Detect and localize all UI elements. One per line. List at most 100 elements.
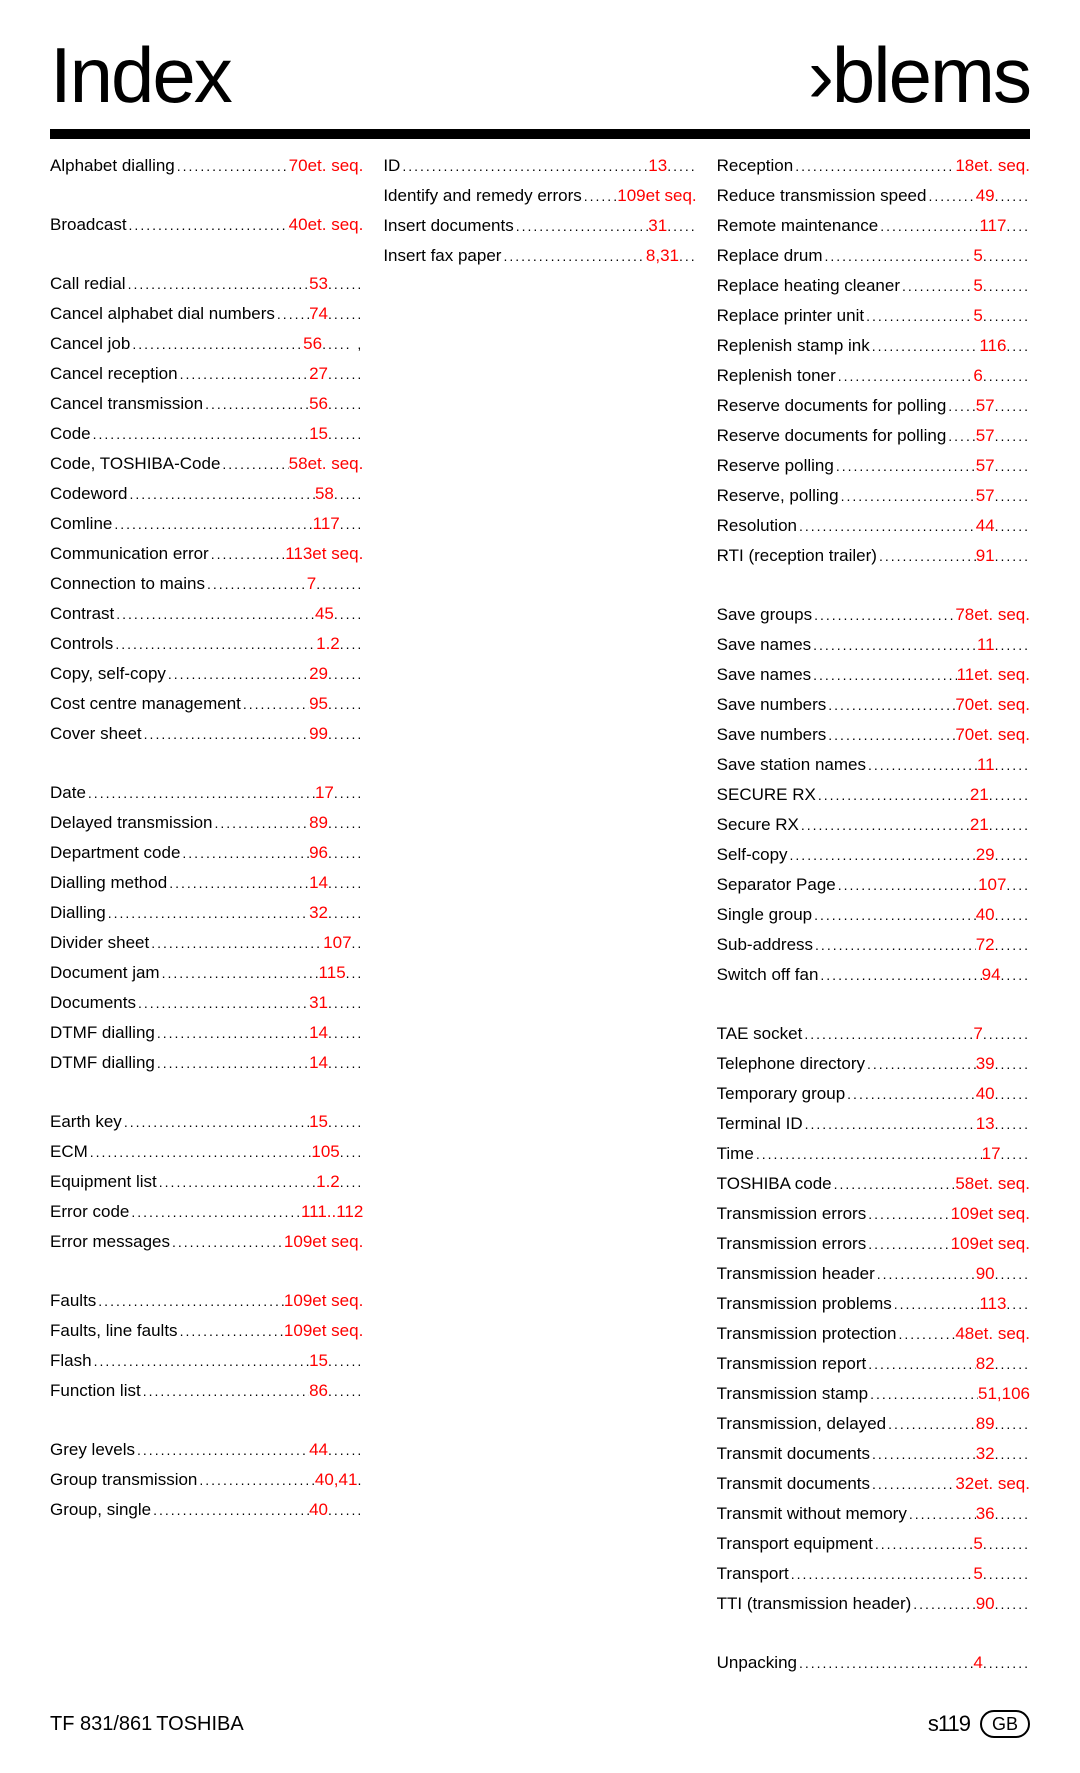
index-entry: Comline 117.... [50, 509, 363, 539]
index-entry: Transmission protection 48et. seq. [717, 1319, 1030, 1349]
index-entry: Time 17..... [717, 1139, 1030, 1169]
leader-dots [160, 958, 319, 988]
index-entry: Code, TOSHIBA-Code 58et. seq. [50, 449, 363, 479]
index-entry: SECURE RX 21....... [717, 780, 1030, 810]
trailing-dots: .... [340, 1138, 364, 1167]
entry-label: Equipment list [50, 1167, 157, 1196]
index-entry: Document jam 115... [50, 958, 363, 988]
entry-label: Transmit documents [717, 1469, 870, 1498]
entry-page: 7 [973, 1019, 982, 1048]
column-3: Reception 18et. seq.Reduce transmission … [717, 151, 1030, 1678]
leader-dots [875, 1259, 976, 1289]
index-entry: Save numbers 70et. seq. [717, 690, 1030, 720]
entry-label: Divider sheet [50, 928, 149, 957]
entry-page: 5 [973, 1529, 982, 1558]
entry-label: Terminal ID [717, 1109, 803, 1138]
leader-dots [149, 928, 323, 958]
entry-label: Secure RX [717, 810, 799, 839]
entry-page: 95 [309, 689, 328, 718]
spacer [50, 1078, 363, 1107]
entry-label: Transmission problems [717, 1289, 892, 1318]
leader-dots [892, 1289, 980, 1319]
entry-page: 7 [307, 569, 316, 598]
entry-page: 48et. seq. [955, 1319, 1030, 1348]
footer-left: TF 831/861 TOSHIBA [50, 1713, 244, 1736]
entry-page: 5 [973, 271, 982, 300]
trailing-dots: ........ [983, 362, 1030, 391]
trailing-dots: ...... [328, 1347, 363, 1376]
index-entry: Communication error 113et seq. [50, 539, 363, 569]
index-entry: Cover sheet 99...... [50, 719, 363, 749]
leader-dots [911, 1589, 975, 1619]
leader-dots [870, 331, 980, 361]
leader-dots [877, 541, 976, 571]
entry-page: 109et seq. [284, 1316, 363, 1345]
entry-page: 53 [309, 269, 328, 298]
trailing-dots: ....... [989, 781, 1030, 810]
index-entry: Separator Page 107.... [717, 870, 1030, 900]
entry-page: 17 [315, 778, 334, 807]
index-entry: Connection to mains 7........ [50, 569, 363, 599]
entry-label: Save numbers [717, 720, 827, 749]
entry-page: 94 [982, 960, 1001, 989]
leader-dots [866, 1229, 950, 1259]
index-entry: Transport 5........ [717, 1559, 1030, 1589]
entry-label: Save groups [717, 600, 812, 629]
footer-model: TF 831/861 [50, 1713, 152, 1736]
leader-dots [197, 1465, 315, 1495]
entry-page: 72 [976, 930, 995, 959]
entry-page: 40 [976, 900, 995, 929]
trailing-dots: ... [679, 242, 697, 271]
entry-page: 91 [976, 541, 995, 570]
index-entry: Transmit documents 32et. seq. [717, 1469, 1030, 1499]
index-entry: Transmission problems 113.... [717, 1289, 1030, 1319]
trailing-dots: ...... [328, 989, 363, 1018]
entry-label: Separator Page [717, 870, 836, 899]
index-entry: Transmission errors 109et seq. [717, 1229, 1030, 1259]
entry-label: Save numbers [717, 690, 827, 719]
trailing-dots: ...... [995, 751, 1030, 780]
leader-dots [845, 1079, 976, 1109]
leader-dots [873, 1529, 974, 1559]
index-entry: Cost centre management 95...... [50, 689, 363, 719]
entry-label: Transmission, delayed [717, 1409, 886, 1438]
spacer [717, 990, 1030, 1019]
leader-dots [870, 1439, 976, 1469]
leader-dots [170, 1227, 284, 1257]
entry-label: Temporary group [717, 1079, 846, 1108]
entry-page: 74 [309, 299, 328, 328]
leader-dots [96, 1286, 284, 1316]
leader-dots [754, 1139, 982, 1169]
entry-label: Call redial [50, 269, 126, 298]
entry-page: 117 [979, 211, 1006, 240]
entry-label: ID [383, 151, 400, 180]
entry-label: Switch off fan [717, 960, 819, 989]
entry-page: 89 [976, 1409, 995, 1438]
trailing-dots: ..... [667, 152, 696, 181]
trailing-dots: .... [1006, 1290, 1030, 1319]
trailing-dots: ...... [995, 422, 1030, 451]
leader-dots [205, 569, 307, 599]
index-entry: Save names 11et. seq. [717, 660, 1030, 690]
trailing-dots: ........ [983, 242, 1030, 271]
entry-label: Replace heating cleaner [717, 271, 900, 300]
entry-page: 15 [309, 1107, 328, 1136]
entry-page: 45 [315, 599, 334, 628]
leader-dots [812, 900, 976, 930]
trailing-dots: ...... [995, 1440, 1030, 1469]
leader-dots [865, 1049, 976, 1079]
leader-dots [241, 689, 309, 719]
trailing-dots: ........ [983, 272, 1030, 301]
entry-page: 4 [973, 1648, 982, 1677]
leader-dots [155, 1018, 309, 1048]
leader-dots [836, 870, 978, 900]
leader-dots [811, 660, 956, 690]
entry-label: Date [50, 778, 86, 807]
entry-label: Group transmission [50, 1465, 197, 1494]
entry-page: 11et. seq. [957, 660, 1030, 689]
entry-page: 90 [976, 1589, 995, 1618]
index-entry: Transmission errors 109et seq. [717, 1199, 1030, 1229]
entry-page: 58et. seq. [289, 449, 364, 478]
entry-label: TOSHIBA code [717, 1169, 832, 1198]
spacer [50, 240, 363, 269]
